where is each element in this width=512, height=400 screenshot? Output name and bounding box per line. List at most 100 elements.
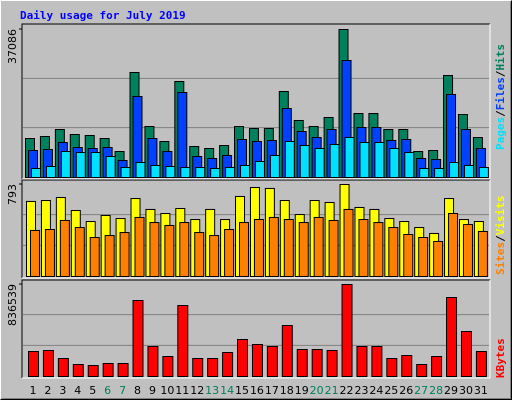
bar: [240, 164, 251, 179]
y-tick-label: 37086: [6, 29, 19, 64]
bar: [89, 237, 100, 278]
bar: [434, 168, 445, 178]
bar: [162, 355, 174, 378]
bar: [239, 222, 250, 277]
x-tick-label: 4: [74, 384, 81, 397]
bar: [28, 350, 39, 377]
x-tick-label: 2: [44, 384, 51, 397]
bar: [344, 136, 355, 178]
bar: [281, 324, 293, 377]
x-tick-label: 20: [310, 384, 324, 397]
bar: [102, 362, 114, 377]
bar: [135, 161, 146, 179]
bar: [105, 155, 116, 178]
bar: [328, 219, 339, 277]
bar: [448, 213, 459, 277]
x-tick-label: 23: [354, 384, 368, 397]
legend-separator: /: [494, 70, 507, 77]
legend-entry: Visits: [494, 196, 507, 236]
x-tick-label: 30: [459, 384, 473, 397]
bar: [87, 364, 99, 378]
bar: [359, 141, 370, 179]
x-tick-label: 1: [30, 384, 37, 397]
bar: [75, 151, 86, 178]
bar: [149, 222, 160, 277]
bar: [329, 143, 340, 178]
bar: [254, 160, 265, 178]
bar: [31, 168, 41, 178]
bar: [269, 154, 280, 178]
x-tick-label: 6: [104, 384, 111, 397]
bar: [165, 165, 176, 179]
x-tick-label: 8: [134, 384, 141, 397]
bar: [147, 345, 159, 377]
plot-border-dark: [21, 279, 490, 378]
plot-border-light: [22, 180, 491, 279]
bar: [134, 216, 145, 278]
plot-border-light: [22, 24, 491, 180]
bar: [374, 141, 385, 179]
bar: [90, 151, 101, 178]
chart-title: Daily usage for July 2019: [20, 9, 186, 22]
x-tick-label: 7: [119, 384, 126, 397]
x-tick-label: 28: [429, 384, 443, 397]
bar: [416, 363, 428, 377]
bar: [298, 222, 309, 277]
bar: [192, 357, 204, 377]
bar: [253, 219, 264, 278]
bar: [462, 224, 473, 278]
bar: [268, 216, 279, 278]
bar: [449, 161, 460, 179]
x-tick-label: 15: [235, 384, 249, 397]
legend: KBytes: [494, 338, 507, 378]
legend-separator: /: [494, 235, 507, 242]
bar: [296, 348, 308, 377]
bar: [180, 166, 191, 179]
bar: [117, 362, 129, 377]
bar: [207, 357, 219, 377]
x-tick-label: 29: [444, 384, 458, 397]
bar: [371, 345, 383, 377]
bar: [150, 164, 161, 179]
bar: [460, 330, 472, 377]
bar: [299, 144, 310, 178]
x-tick-label: 3: [59, 384, 66, 397]
x-tick-label: 9: [149, 384, 156, 397]
x-tick-label: 17: [265, 384, 279, 397]
bar: [119, 232, 130, 277]
bar: [194, 232, 205, 277]
legend: Sites/Visits: [494, 196, 507, 276]
legend-entry: Pages: [494, 117, 507, 150]
bar: [404, 151, 415, 178]
bar: [284, 140, 295, 178]
x-tick-label: 27: [414, 384, 428, 397]
bar: [446, 296, 458, 377]
bar: [356, 345, 368, 377]
bar: [120, 166, 131, 179]
legend: Pages/Files/Hits: [494, 44, 507, 150]
bar: [358, 219, 369, 278]
plot-border-dark: [21, 179, 490, 278]
bar: [177, 304, 189, 378]
bar: [433, 240, 444, 277]
bar: [164, 224, 175, 277]
bar: [313, 216, 324, 278]
bar: [475, 350, 487, 377]
x-tick-label: 5: [89, 384, 96, 397]
bar: [42, 349, 54, 378]
x-tick-label: 16: [250, 384, 264, 397]
bar: [431, 355, 443, 378]
bar: [210, 168, 221, 178]
x-tick-label: 22: [340, 384, 354, 397]
x-tick-label: 10: [160, 384, 174, 397]
x-tick-label: 19: [295, 384, 309, 397]
legend-separator: /: [494, 110, 507, 117]
y-tick-label: 793: [6, 184, 19, 205]
bar: [45, 165, 56, 179]
bar: [341, 284, 353, 377]
legend-entry: KBytes: [494, 338, 507, 378]
bar: [74, 227, 85, 277]
